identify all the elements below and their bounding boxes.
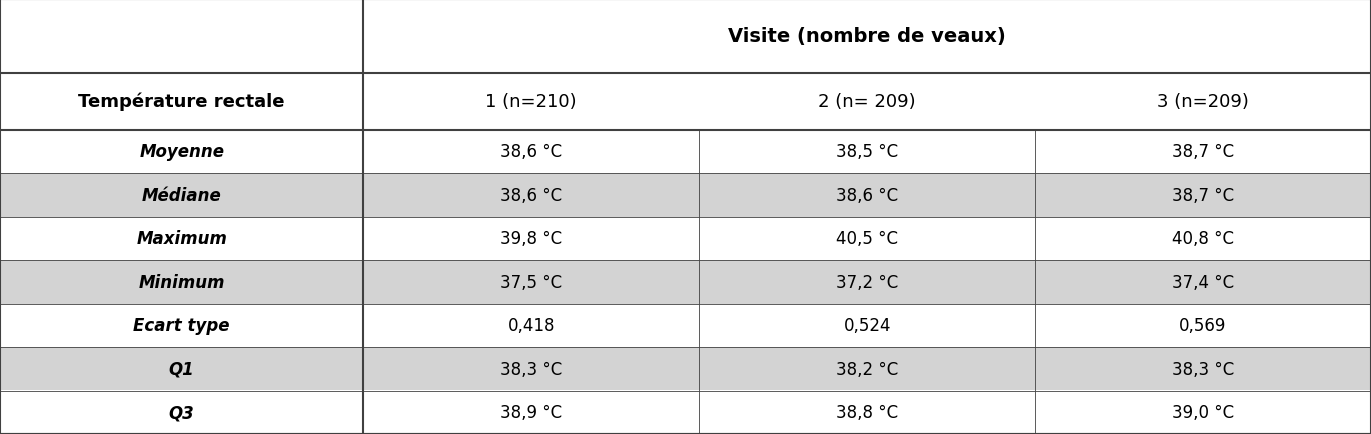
Text: Médiane: Médiane <box>141 186 222 204</box>
Bar <box>1035 347 1371 391</box>
Text: Q1: Q1 <box>169 360 195 378</box>
Bar <box>0 260 363 304</box>
Bar <box>363 260 699 304</box>
Bar <box>699 391 1035 434</box>
Bar <box>0 391 363 434</box>
Text: Visite (nombre de veaux): Visite (nombre de veaux) <box>728 27 1006 46</box>
Bar <box>363 74 699 130</box>
Bar <box>363 130 699 174</box>
Text: Maximum: Maximum <box>136 230 228 248</box>
Bar <box>363 0 1371 74</box>
Text: 1 (n=210): 1 (n=210) <box>485 93 577 111</box>
Bar <box>0 304 363 347</box>
Bar <box>699 217 1035 260</box>
Text: 39,0 °C: 39,0 °C <box>1172 403 1234 421</box>
Text: Ecart type: Ecart type <box>133 316 230 335</box>
Text: 37,4 °C: 37,4 °C <box>1172 273 1234 291</box>
Text: 3 (n=209): 3 (n=209) <box>1157 93 1249 111</box>
Text: 0,418: 0,418 <box>507 316 555 335</box>
Text: 0,524: 0,524 <box>843 316 891 335</box>
Bar <box>0 0 363 74</box>
Bar <box>363 347 699 391</box>
Bar <box>699 304 1035 347</box>
Bar <box>363 217 699 260</box>
Text: 38,8 °C: 38,8 °C <box>836 403 898 421</box>
Text: 40,8 °C: 40,8 °C <box>1172 230 1234 248</box>
Bar <box>363 174 699 217</box>
Bar <box>0 130 363 174</box>
Bar <box>1035 391 1371 434</box>
Text: 38,3 °C: 38,3 °C <box>500 360 562 378</box>
Bar <box>699 74 1035 130</box>
Bar <box>0 347 363 391</box>
Bar <box>699 130 1035 174</box>
Text: 38,3 °C: 38,3 °C <box>1172 360 1234 378</box>
Bar <box>0 217 363 260</box>
Text: 38,2 °C: 38,2 °C <box>836 360 898 378</box>
Text: 38,7 °C: 38,7 °C <box>1172 143 1234 161</box>
Text: 38,6 °C: 38,6 °C <box>836 186 898 204</box>
Bar <box>1035 174 1371 217</box>
Bar <box>699 347 1035 391</box>
Text: 38,7 °C: 38,7 °C <box>1172 186 1234 204</box>
Text: 37,5 °C: 37,5 °C <box>500 273 562 291</box>
Text: Minimum: Minimum <box>138 273 225 291</box>
Text: Température rectale: Température rectale <box>78 93 285 111</box>
Text: 37,2 °C: 37,2 °C <box>836 273 898 291</box>
Bar <box>0 174 363 217</box>
Bar <box>1035 74 1371 130</box>
Text: 38,6 °C: 38,6 °C <box>500 143 562 161</box>
Bar <box>0 74 363 130</box>
Bar <box>1035 260 1371 304</box>
Bar <box>699 260 1035 304</box>
Bar <box>1035 304 1371 347</box>
Text: 0,569: 0,569 <box>1179 316 1227 335</box>
Bar <box>363 304 699 347</box>
Text: 38,6 °C: 38,6 °C <box>500 186 562 204</box>
Text: 40,5 °C: 40,5 °C <box>836 230 898 248</box>
Bar <box>363 391 699 434</box>
Bar <box>1035 217 1371 260</box>
Bar <box>699 174 1035 217</box>
Text: 2 (n= 209): 2 (n= 209) <box>818 93 916 111</box>
Bar <box>1035 130 1371 174</box>
Text: 38,9 °C: 38,9 °C <box>500 403 562 421</box>
Text: 38,5 °C: 38,5 °C <box>836 143 898 161</box>
Text: Moyenne: Moyenne <box>140 143 223 161</box>
Text: Q3: Q3 <box>169 403 195 421</box>
Text: 39,8 °C: 39,8 °C <box>500 230 562 248</box>
